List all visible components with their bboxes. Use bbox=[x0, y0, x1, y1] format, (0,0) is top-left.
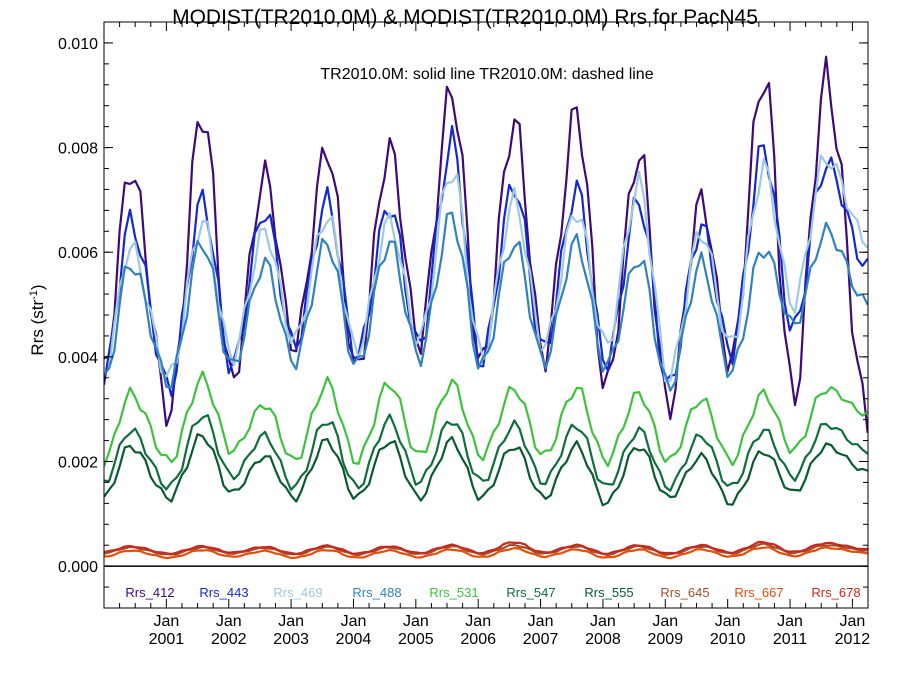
series-line-rrs-645 bbox=[104, 542, 868, 557]
series-line-rrs-555 bbox=[104, 433, 868, 507]
x-tick-label-year: 2001 bbox=[149, 631, 185, 648]
y-tick-label: 0.008 bbox=[58, 141, 98, 158]
legend-entry-rrs-667: Rrs_667 bbox=[734, 585, 783, 600]
legend-entry-rrs-531: Rrs_531 bbox=[429, 585, 478, 600]
x-tick-label-month: Jan bbox=[403, 613, 429, 630]
x-tick-label-month: Jan bbox=[341, 613, 367, 630]
legend-entry-rrs-555: Rrs_555 bbox=[584, 585, 633, 600]
x-tick-label-year: 2012 bbox=[835, 631, 871, 648]
x-tick-label-year: 2004 bbox=[336, 631, 372, 648]
y-axis-label-text: Rrs (str bbox=[28, 300, 47, 356]
legend-entry-rrs-678: Rrs_678 bbox=[811, 585, 860, 600]
x-tick-label-month: Jan bbox=[216, 613, 242, 630]
y-tick-label: 0.000 bbox=[58, 559, 98, 576]
x-tick-label-year: 2011 bbox=[773, 631, 808, 648]
x-tick-label-month: Jan bbox=[652, 613, 678, 630]
legend-entry-rrs-412: Rrs_412 bbox=[125, 585, 174, 600]
x-tick-label-month: Jan bbox=[153, 613, 179, 630]
legend-entry-rrs-488: Rrs_488 bbox=[352, 585, 401, 600]
x-tick-label-month: Jan bbox=[777, 613, 803, 630]
x-tick-label-year: 2007 bbox=[523, 631, 559, 648]
y-tick-label: 0.004 bbox=[58, 350, 98, 367]
x-tick-label-year: 2003 bbox=[273, 631, 309, 648]
x-tick-label-month: Jan bbox=[715, 613, 741, 630]
x-tick-label-year: 2005 bbox=[398, 631, 434, 648]
series-line-rrs-547 bbox=[104, 413, 868, 492]
series-line-rrs-488 bbox=[104, 211, 868, 392]
x-tick-label-year: 2002 bbox=[211, 631, 247, 648]
series-line-rrs-678 bbox=[104, 540, 868, 556]
legend: Rrs_412 Rrs_443 Rrs_469 Rrs_488 Rrs_531 Rrs_5… bbox=[125, 585, 860, 600]
y-tick-label: 0.010 bbox=[58, 36, 98, 53]
x-tick-label-year: 2010 bbox=[710, 631, 746, 648]
plot-frame bbox=[103, 21, 869, 609]
x-tick-label-month: Jan bbox=[278, 613, 304, 630]
x-tick-label-month: Jan bbox=[840, 613, 866, 630]
y-tick-label: 0.006 bbox=[58, 245, 98, 262]
x-tick-label-month: Jan bbox=[465, 613, 491, 630]
axis-layer: 0.0000.0020.0040.0060.0080.010Jan2001Jan… bbox=[58, 21, 871, 648]
x-tick-label-year: 2006 bbox=[460, 631, 496, 648]
y-axis-label: Rrs (str-1) bbox=[28, 284, 47, 355]
legend-entry-rrs-547: Rrs_547 bbox=[506, 585, 555, 600]
legend-entry-rrs-443: Rrs_443 bbox=[199, 585, 248, 600]
series-line-rrs-531 bbox=[104, 370, 868, 468]
x-tick-label-year: 2008 bbox=[585, 631, 621, 648]
y-axis-label-superscript: -1 bbox=[28, 290, 40, 300]
series-line-rrs-667 bbox=[104, 546, 868, 560]
y-tick-label: 0.002 bbox=[58, 455, 98, 472]
x-tick-label-month: Jan bbox=[590, 613, 616, 630]
y-axis-label-close: ) bbox=[28, 284, 47, 290]
x-tick-label-month: Jan bbox=[528, 613, 554, 630]
series-layer bbox=[104, 55, 868, 560]
x-tick-label-year: 2009 bbox=[648, 631, 684, 648]
legend-entry-rrs-469: Rrs_469 bbox=[273, 585, 322, 600]
series-line-rrs-443 bbox=[104, 124, 868, 398]
chart-title: MODIST(TR2010.0M) & MODIST(TR2010.0M) Rr… bbox=[172, 6, 758, 29]
chart-subtitle: TR2010.0M: solid line TR2010.0M: dashed … bbox=[320, 66, 653, 83]
legend-entry-rrs-645: Rrs_645 bbox=[660, 585, 709, 600]
